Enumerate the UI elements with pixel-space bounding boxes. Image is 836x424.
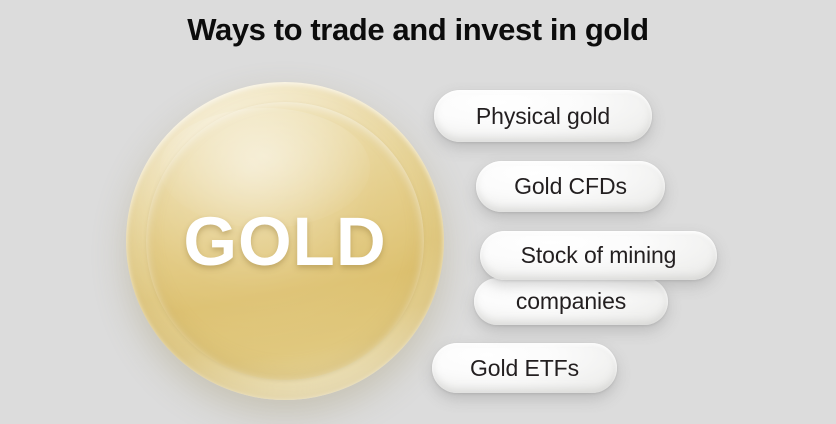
option-pill-gold-etfs[interactable]: Gold ETFs xyxy=(432,343,617,393)
gold-badge-label: GOLD xyxy=(183,202,387,280)
page-title: Ways to trade and invest in gold xyxy=(187,12,649,47)
gold-circle-inner-disc xyxy=(146,102,424,380)
option-pill-gold-cfds[interactable]: Gold CFDs xyxy=(476,161,665,212)
option-label: Gold ETFs xyxy=(469,354,579,381)
option-label: Gold CFDs xyxy=(514,173,627,199)
option-pill-stock-of-mining[interactable]: Stock of mining xyxy=(480,231,717,280)
option-label: Stock of mining xyxy=(520,242,677,268)
option-pill-companies[interactable]: companies xyxy=(474,278,668,325)
option-pill-physical-gold[interactable]: Physical gold xyxy=(434,90,652,142)
option-label: companies xyxy=(515,288,627,314)
gold-badge: GOLD xyxy=(126,82,444,400)
option-label: Physical gold xyxy=(475,102,611,129)
